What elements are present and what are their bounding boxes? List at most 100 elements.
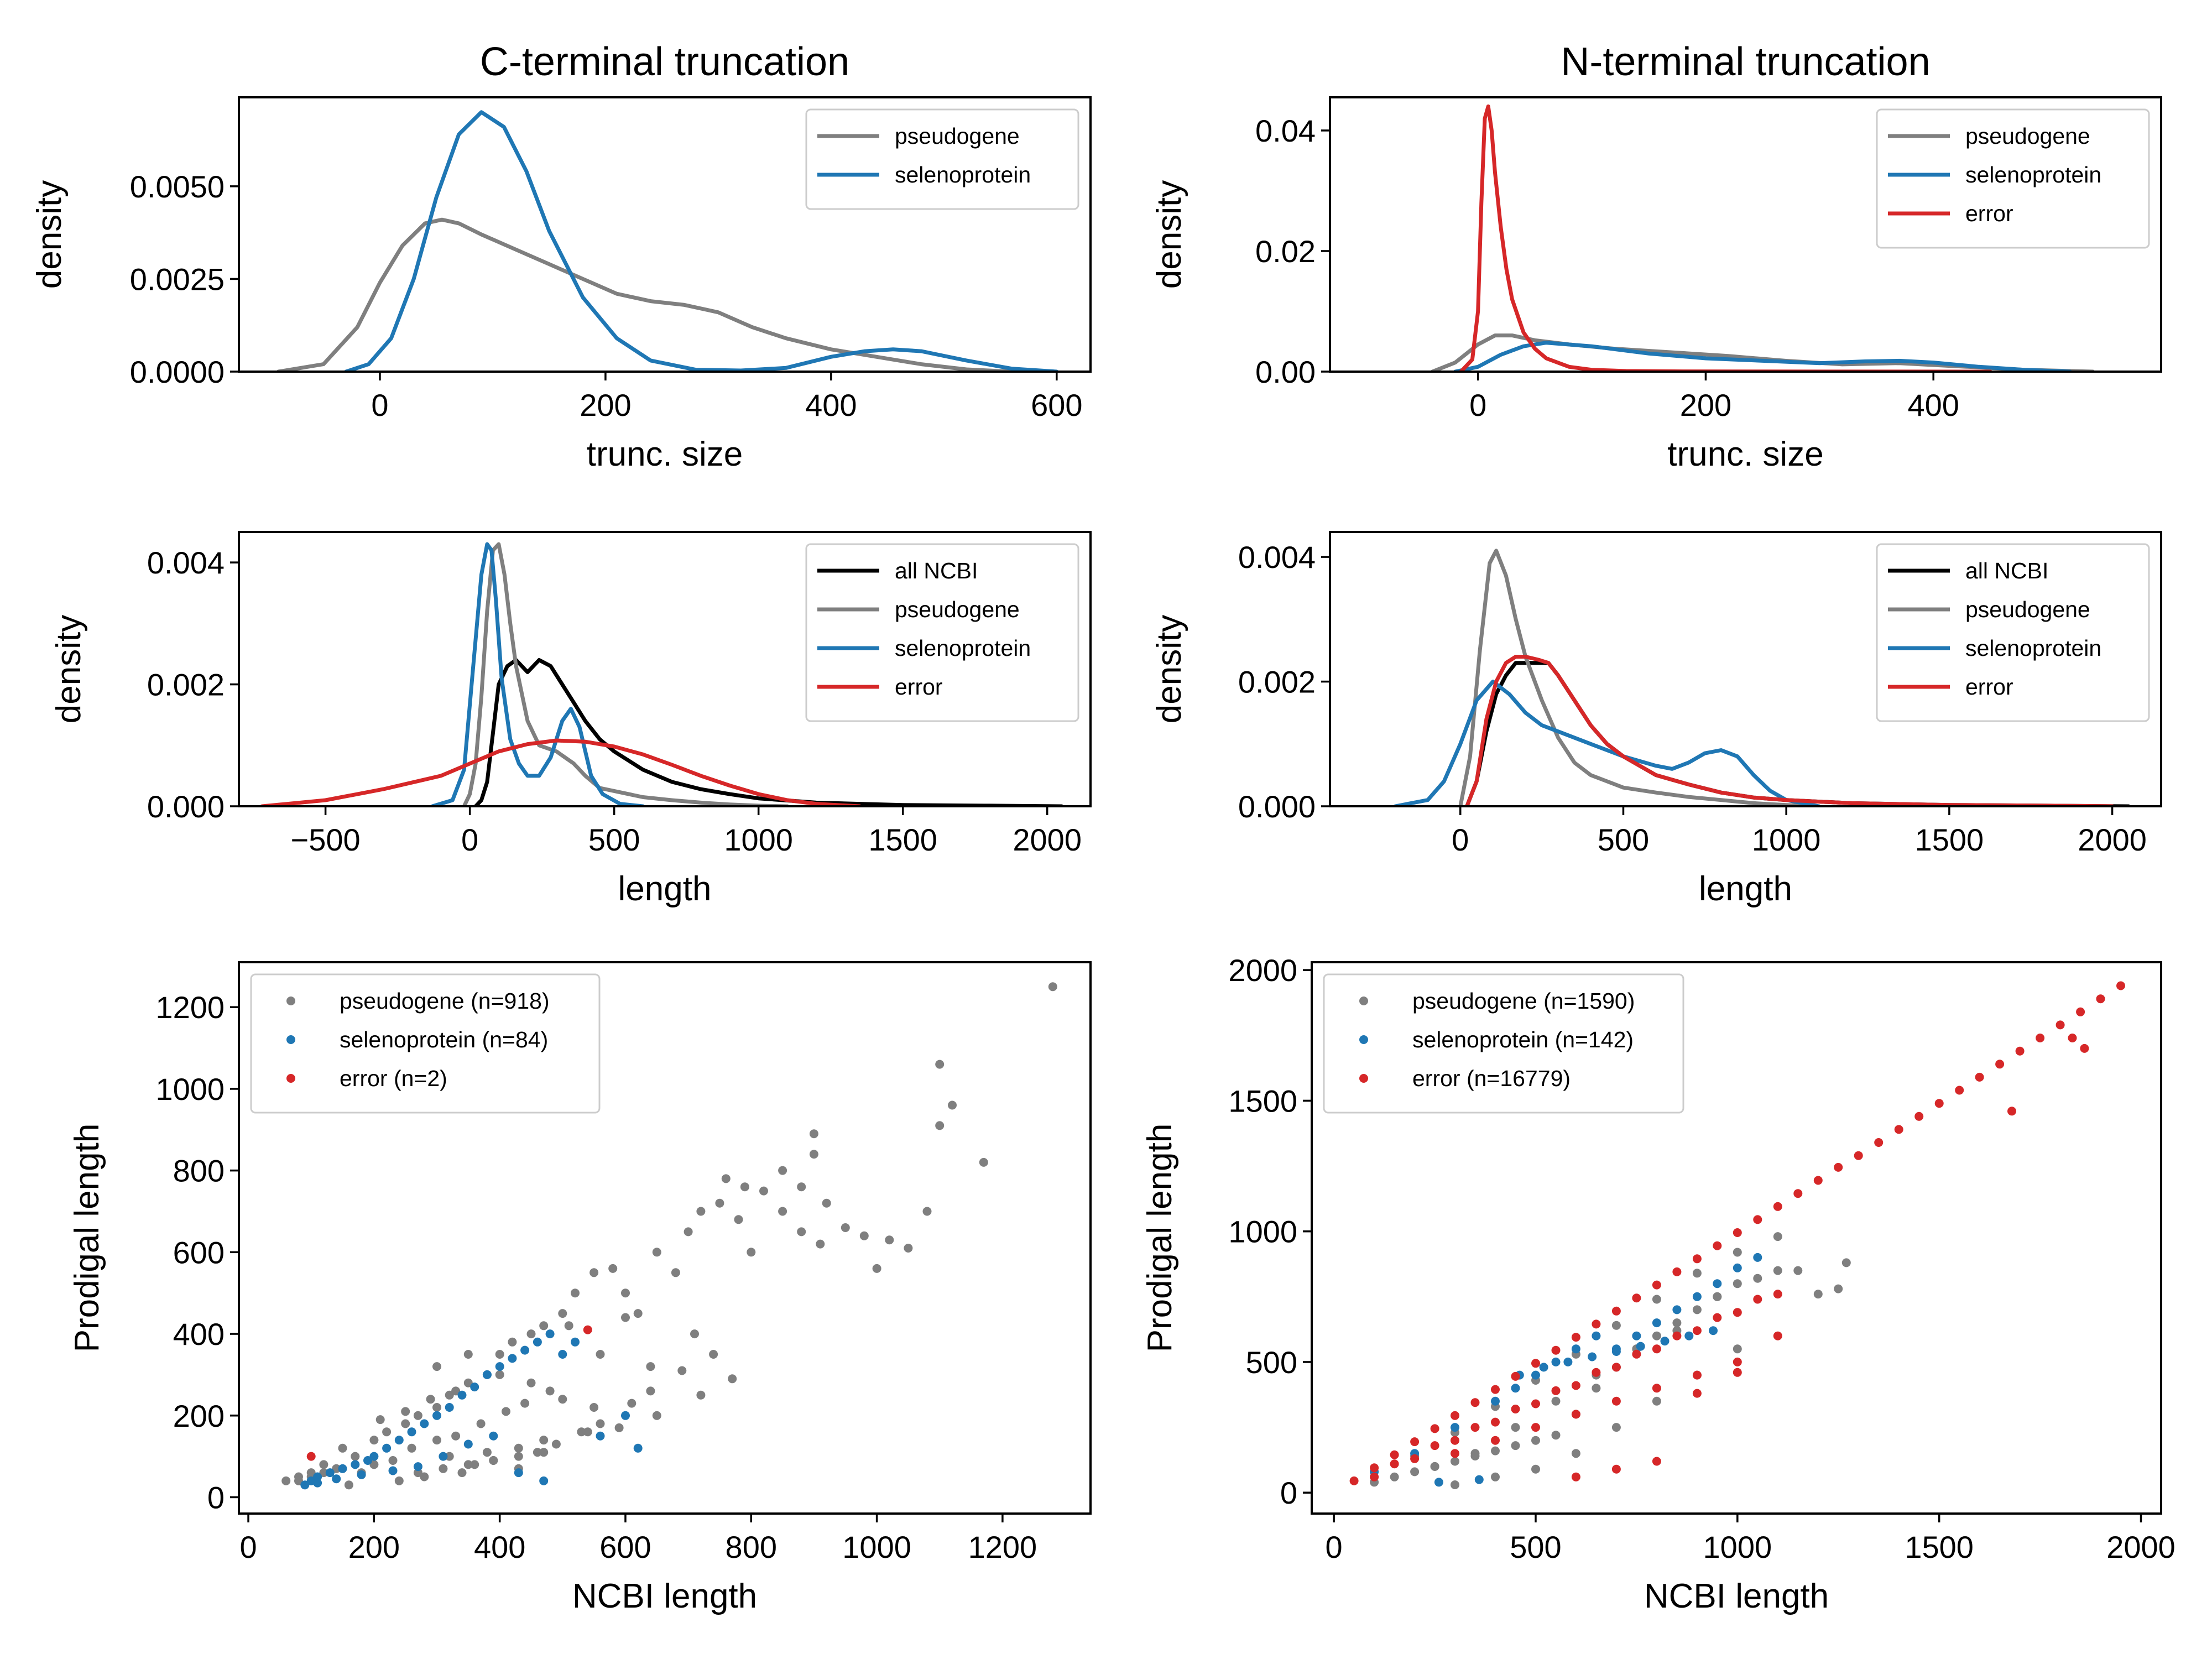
scatter-point xyxy=(841,1223,850,1232)
scatter-point xyxy=(502,1407,510,1416)
scatter-point xyxy=(709,1350,718,1359)
scatter-point xyxy=(571,1337,580,1347)
legend-entry: selenoprotein xyxy=(895,635,1031,661)
y-axis-label: density xyxy=(1150,180,1188,289)
scatter-point xyxy=(420,1472,429,1481)
scatter-point xyxy=(1370,1472,1379,1481)
scatter-point xyxy=(375,1415,385,1425)
scatter-point xyxy=(596,1350,605,1359)
series-line-error xyxy=(260,738,862,806)
scatter-point xyxy=(1692,1292,1702,1301)
scatter-point xyxy=(1692,1305,1702,1314)
legend-entry: error (n=2) xyxy=(340,1066,447,1091)
scatter-point xyxy=(1660,1337,1670,1346)
legend-entry: all NCBI xyxy=(1965,558,2048,583)
scatter-point xyxy=(394,1436,404,1445)
scatter-point xyxy=(596,1431,605,1441)
x-tick-label: 400 xyxy=(474,1530,525,1564)
scatter-point xyxy=(332,1464,341,1473)
scatter-point xyxy=(2080,1044,2089,1053)
scatter-point xyxy=(1451,1480,1459,1489)
y-axis-label: density xyxy=(1150,615,1188,723)
scatter-point xyxy=(1611,1347,1621,1356)
scatter-point xyxy=(1511,1384,1520,1393)
legend-entry: error xyxy=(1965,201,2013,226)
series-line-all-ncbi xyxy=(473,658,1064,806)
x-tick-label: 0 xyxy=(371,388,388,422)
x-axis-label: NCBI length xyxy=(1644,1577,1829,1615)
series-points-selenoprotein xyxy=(1370,1253,1762,1487)
x-tick-label: −500 xyxy=(291,822,361,857)
scatter-point xyxy=(1390,1450,1399,1459)
scatter-point xyxy=(338,1443,347,1453)
scatter-point xyxy=(1995,1060,2005,1069)
scatter-point xyxy=(1652,1344,1661,1354)
scatter-point xyxy=(1474,1475,1484,1484)
scatter-point xyxy=(369,1436,379,1445)
y-tick-label: 0.004 xyxy=(147,545,225,580)
legend-marker-swatch xyxy=(1359,997,1368,1005)
scatter-point xyxy=(797,1182,806,1192)
plot-frame xyxy=(1311,961,2162,1515)
scatter-point xyxy=(413,1462,422,1472)
scatter-point xyxy=(1636,1342,1645,1351)
panel-3: −500 0 500 1000 1500 2000 0.000 0.002 0.004 lengt… xyxy=(50,531,1092,908)
scatter-point xyxy=(1592,1368,1601,1377)
legend: all NCBI pseudogene selenoprotein error xyxy=(805,543,1079,722)
y-tick-label: 0.002 xyxy=(147,667,225,702)
legend-marker-swatch xyxy=(286,1035,295,1044)
legend-marker-swatch xyxy=(286,997,295,1005)
scatter-point xyxy=(463,1460,473,1469)
scatter-point xyxy=(1733,1228,1742,1237)
scatter-point xyxy=(1511,1371,1520,1381)
scatter-point xyxy=(1934,1099,1944,1108)
scatter-point xyxy=(1733,1263,1742,1272)
scatter-point xyxy=(740,1182,749,1192)
x-tick-label: 1000 xyxy=(1752,822,1821,857)
scatter-point xyxy=(1773,1266,1782,1275)
legend-entry: selenoprotein (n=142) xyxy=(1412,1027,1634,1052)
scatter-point xyxy=(445,1452,454,1461)
scatter-point xyxy=(1491,1472,1500,1481)
scatter-point xyxy=(583,1427,592,1437)
scatter-point xyxy=(633,1309,643,1318)
scatter-point xyxy=(432,1403,441,1412)
x-tick-label: 400 xyxy=(805,388,857,422)
scatter-point xyxy=(1773,1232,1782,1241)
scatter-point xyxy=(1841,1258,1851,1267)
scatter-point xyxy=(539,1448,549,1457)
scatter-point xyxy=(1390,1459,1399,1469)
scatter-point xyxy=(1430,1441,1439,1451)
scatter-point xyxy=(1733,1357,1742,1366)
scatter-point xyxy=(1733,1308,1742,1317)
y-tick-label: 2000 xyxy=(1228,953,1297,988)
scatter-point xyxy=(822,1198,831,1208)
scatter-point xyxy=(1451,1457,1459,1466)
legend-frame xyxy=(1876,543,2150,722)
x-tick-label: 600 xyxy=(1031,388,1082,422)
scatter-point xyxy=(1434,1478,1443,1487)
scatter-point xyxy=(1571,1344,1580,1354)
series-line-error xyxy=(1465,655,2115,806)
scatter-point xyxy=(1451,1436,1459,1445)
scatter-point xyxy=(1692,1389,1702,1398)
scatter-point xyxy=(1652,1295,1661,1304)
scatter-point xyxy=(470,1460,479,1469)
x-tick-label: 200 xyxy=(1680,388,1731,422)
x-tick-label: 1500 xyxy=(868,822,937,857)
scatter-point xyxy=(1611,1396,1621,1406)
scatter-point xyxy=(583,1325,592,1334)
legend-frame xyxy=(1323,973,1684,1114)
series-points-pseudogene xyxy=(281,982,1057,1490)
scatter-point xyxy=(577,1427,586,1437)
scatter-point xyxy=(589,1268,599,1277)
plot-frame xyxy=(238,531,1092,807)
scatter-point xyxy=(2116,981,2125,990)
scatter-point xyxy=(1753,1215,1762,1224)
scatter-point xyxy=(526,1378,536,1387)
scatter-point xyxy=(1684,1331,1694,1340)
scatter-point xyxy=(1773,1290,1782,1299)
legend: pseudogene (n=918) selenoprotein (n=84) er… xyxy=(250,973,601,1114)
legend-entry: pseudogene (n=1590) xyxy=(1412,988,1635,1014)
x-axis-label: trunc. size xyxy=(587,435,743,473)
